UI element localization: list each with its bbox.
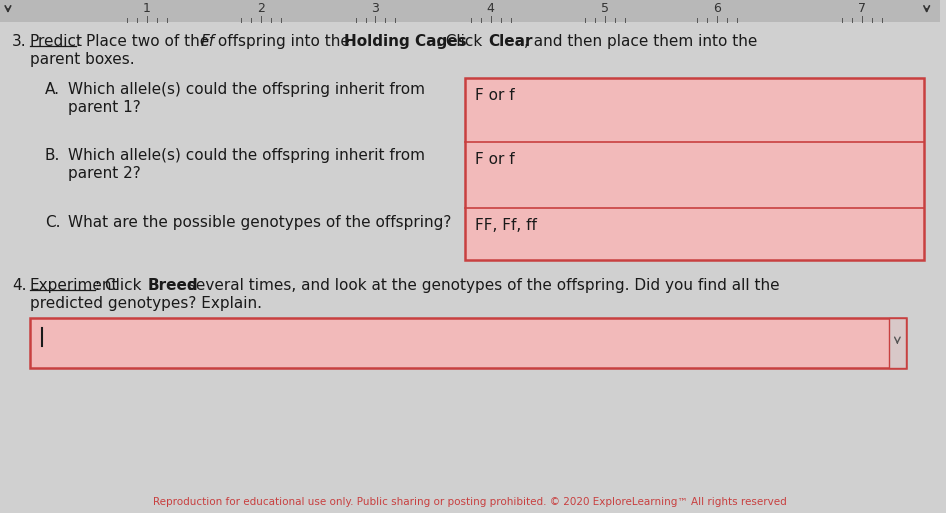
Text: 4.: 4. [12,278,26,293]
Text: parent 1?: parent 1? [67,100,140,115]
Text: Reproduction for educational use only. Public sharing or posting prohibited. © 2: Reproduction for educational use only. P… [153,497,787,507]
Text: Predict: Predict [29,34,83,49]
Bar [29,318,906,368]
Text: , and then place them into the: , and then place them into the [524,34,757,49]
Text: 6: 6 [713,3,721,15]
Text: 4: 4 [486,3,495,15]
Text: . Click: . Click [436,34,487,49]
Bar [0,0,939,22]
Text: : Click: : Click [96,278,147,293]
Text: Breed: Breed [148,278,199,293]
Text: Holding Cages: Holding Cages [343,34,466,49]
Bar [464,78,923,260]
Text: F or f: F or f [475,88,515,103]
Text: 3.: 3. [12,34,26,49]
Text: parent boxes.: parent boxes. [29,52,134,67]
Text: 2: 2 [257,3,265,15]
Text: several times, and look at the genotypes of the offspring. Did you find all the: several times, and look at the genotypes… [184,278,780,293]
Text: B.: B. [44,148,60,163]
Text: A.: A. [44,82,60,97]
Bar [889,318,906,368]
Text: What are the possible genotypes of the offspring?: What are the possible genotypes of the o… [67,215,451,230]
Text: offspring into the: offspring into the [213,34,355,49]
Text: 3: 3 [372,3,379,15]
Text: FF, Ff, ff: FF, Ff, ff [475,218,536,233]
Text: C.: C. [44,215,61,230]
Text: Ff: Ff [201,34,215,49]
Text: parent 2?: parent 2? [67,166,140,181]
Text: predicted genotypes? Explain.: predicted genotypes? Explain. [29,296,262,311]
Text: 7: 7 [858,3,867,15]
Text: Experiment: Experiment [29,278,118,293]
Text: Clear: Clear [488,34,533,49]
Text: 5: 5 [601,3,609,15]
Text: F or f: F or f [475,152,515,167]
Text: Which allele(s) could the offspring inherit from: Which allele(s) could the offspring inhe… [67,82,425,97]
Text: 1: 1 [143,3,151,15]
Text: Which allele(s) could the offspring inherit from: Which allele(s) could the offspring inhe… [67,148,425,163]
Text: : Place two of the: : Place two of the [76,34,214,49]
